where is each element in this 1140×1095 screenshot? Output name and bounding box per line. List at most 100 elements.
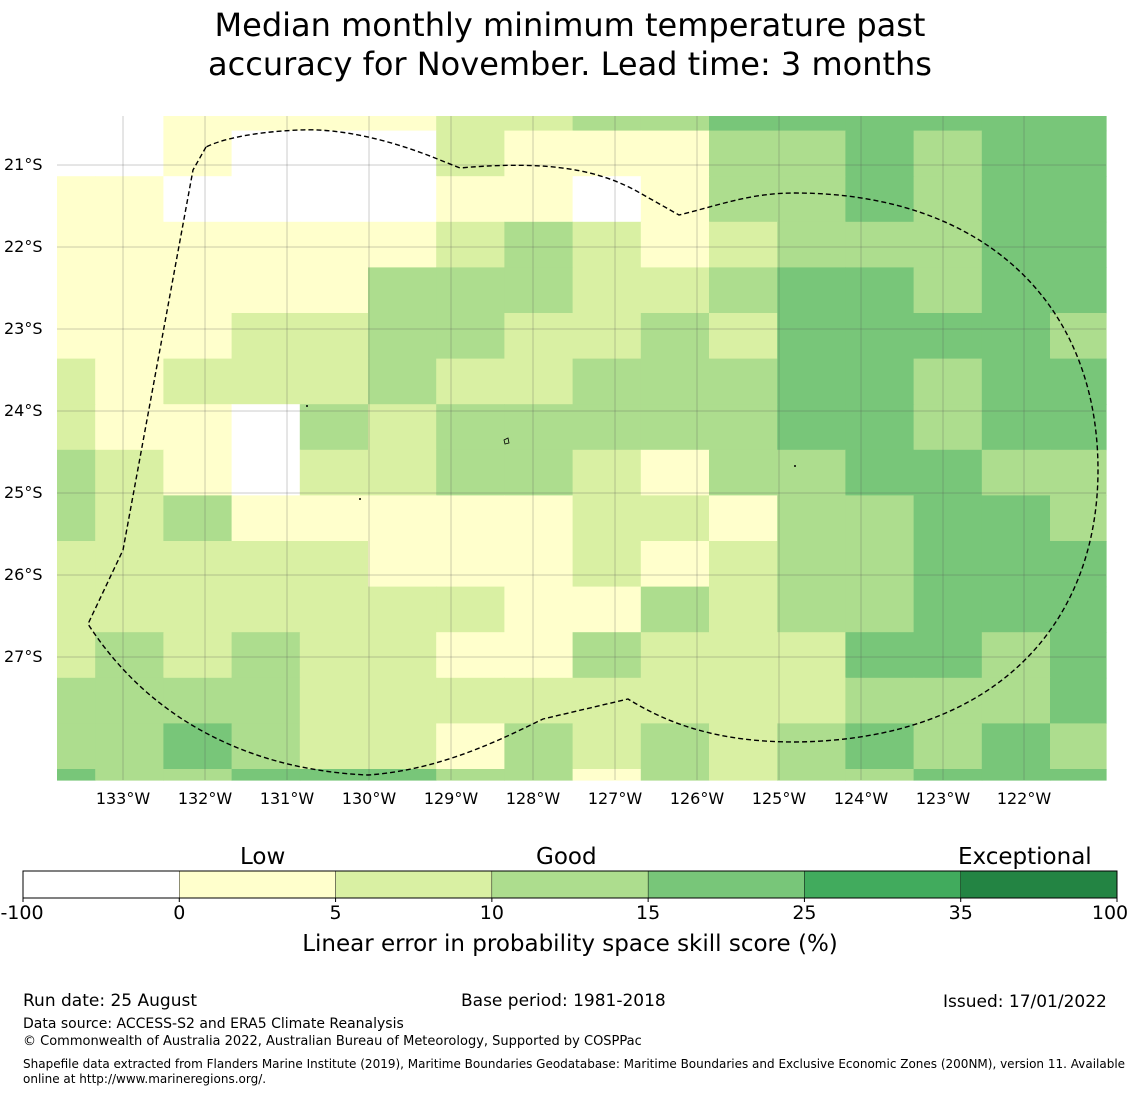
grid-cell bbox=[1050, 769, 1107, 781]
grid-cell bbox=[981, 769, 1051, 781]
grid-cell bbox=[709, 632, 778, 679]
island-marker bbox=[503, 437, 510, 445]
colorbar-segment bbox=[491, 870, 649, 899]
grid-cell bbox=[1050, 176, 1107, 223]
colorbar-frame bbox=[22, 870, 1118, 899]
longitude-label: 123°W bbox=[915, 789, 971, 808]
grid-cell bbox=[299, 677, 369, 724]
colorbar-tick-label: 0 bbox=[173, 902, 186, 924]
issued-date: Issued: 17/01/2022 bbox=[943, 992, 1107, 1012]
grid-cell bbox=[572, 632, 642, 679]
grid-cell bbox=[368, 221, 437, 268]
grid-cell bbox=[368, 267, 437, 314]
grid-cell bbox=[913, 358, 983, 405]
grid-cell bbox=[504, 358, 574, 405]
grid-cell bbox=[231, 677, 301, 724]
grid-cell bbox=[436, 313, 505, 360]
grid-cell bbox=[572, 116, 642, 132]
colorbar bbox=[22, 870, 1118, 902]
shapefile-note: Shapefile data extracted from Flanders M… bbox=[23, 1057, 1126, 1086]
grid-cell bbox=[504, 586, 574, 633]
grid-cell bbox=[709, 495, 778, 542]
grid-cell bbox=[572, 769, 642, 781]
grid-cell bbox=[95, 769, 164, 781]
grid-cell bbox=[981, 313, 1051, 360]
grid-cell bbox=[57, 130, 96, 177]
grid-cell bbox=[777, 267, 846, 314]
grid-cell bbox=[95, 632, 164, 679]
grid-cell bbox=[231, 723, 301, 770]
grid-cell bbox=[57, 677, 96, 724]
grid-cell bbox=[504, 267, 574, 314]
grid-cell bbox=[299, 267, 369, 314]
colorbar-segment bbox=[179, 870, 336, 899]
grid-cell bbox=[504, 404, 574, 451]
grid-cell bbox=[163, 769, 233, 781]
grid-cell bbox=[163, 404, 233, 451]
grid-cell bbox=[640, 221, 710, 268]
latitude-label: 25°S bbox=[4, 483, 43, 502]
data-source: Data source: ACCESS-S2 and ERA5 Climate … bbox=[23, 1016, 404, 1032]
grid-cell bbox=[436, 632, 505, 679]
grid-cell bbox=[231, 495, 301, 542]
grid-cell bbox=[57, 449, 96, 496]
island-marker bbox=[359, 498, 361, 500]
longitude-label: 125°W bbox=[751, 789, 807, 808]
grid-cell bbox=[299, 116, 369, 132]
grid-cell bbox=[640, 404, 710, 451]
grid-cell bbox=[1050, 130, 1107, 177]
grid-cell bbox=[640, 449, 710, 496]
grid-cell bbox=[368, 632, 437, 679]
grid-cell bbox=[572, 723, 642, 770]
grid-cell bbox=[504, 130, 574, 177]
grid-cell bbox=[299, 176, 369, 223]
grid-cell bbox=[640, 313, 710, 360]
grid-cell bbox=[572, 495, 642, 542]
grid-cell bbox=[95, 495, 164, 542]
grid-cell bbox=[95, 313, 164, 360]
grid-cell bbox=[163, 449, 233, 496]
grid-cell bbox=[368, 586, 437, 633]
grid-cell bbox=[981, 221, 1051, 268]
grid-cell bbox=[504, 632, 574, 679]
grid-cell bbox=[436, 404, 505, 451]
grid-cell bbox=[981, 176, 1051, 223]
grid-cell bbox=[95, 541, 164, 588]
grid-cell bbox=[1050, 495, 1107, 542]
grid-cell bbox=[981, 449, 1051, 496]
grid-cell bbox=[299, 541, 369, 588]
grid-cell bbox=[845, 723, 915, 770]
copyright: © Commonwealth of Australia 2022, Austra… bbox=[23, 1034, 642, 1049]
grid-cell bbox=[709, 404, 778, 451]
grid-cell bbox=[913, 313, 983, 360]
grid-cell bbox=[1050, 404, 1107, 451]
longitude-label: 133°W bbox=[95, 789, 151, 808]
colorbar-category-exceptional: Exceptional bbox=[958, 844, 1092, 870]
grid-cell bbox=[777, 358, 846, 405]
colorbar-axis-label: Linear error in probability space skill … bbox=[302, 931, 838, 957]
longitude-label: 129°W bbox=[423, 789, 479, 808]
grid-cell bbox=[572, 130, 642, 177]
grid-cell bbox=[299, 586, 369, 633]
grid-cell bbox=[368, 541, 437, 588]
longitude-label: 132°W bbox=[177, 789, 233, 808]
grid-cell bbox=[504, 769, 574, 781]
grid-cell bbox=[231, 769, 301, 781]
grid-cell bbox=[1050, 221, 1107, 268]
grid-cell bbox=[777, 221, 846, 268]
grid-cell bbox=[845, 176, 915, 223]
grid-cell bbox=[709, 267, 778, 314]
grid-cell bbox=[572, 267, 642, 314]
grid-cell bbox=[57, 632, 96, 679]
grid-cell bbox=[709, 358, 778, 405]
grid-cell bbox=[709, 586, 778, 633]
colorbar-tick-label: 35 bbox=[948, 902, 973, 924]
grid-cell bbox=[95, 358, 164, 405]
grid-cell bbox=[436, 723, 505, 770]
grid-cell bbox=[981, 677, 1051, 724]
grid-cell bbox=[845, 586, 915, 633]
grid-cell bbox=[845, 130, 915, 177]
grid-cell bbox=[913, 541, 983, 588]
grid-cell bbox=[640, 267, 710, 314]
